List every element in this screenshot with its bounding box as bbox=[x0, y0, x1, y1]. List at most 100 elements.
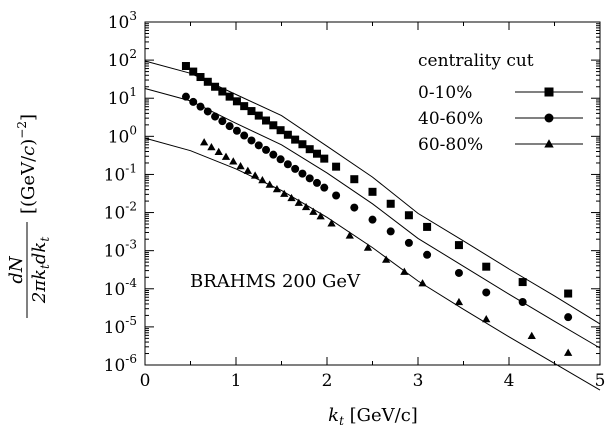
data-point bbox=[564, 289, 573, 298]
data-point bbox=[218, 87, 227, 96]
data-point bbox=[232, 97, 241, 106]
data-point bbox=[247, 136, 256, 145]
y-label-unit-end: ] bbox=[18, 114, 39, 121]
data-point bbox=[454, 297, 464, 306]
data-point bbox=[240, 102, 249, 111]
y-axis-label: dN 2πktdkt [(GeV/c)−2] bbox=[6, 114, 52, 318]
data-point bbox=[291, 135, 300, 144]
y-tick-exponent: -1 bbox=[125, 161, 137, 175]
x-label-sub: t bbox=[339, 414, 344, 428]
legend-title: centrality cut bbox=[418, 51, 534, 71]
data-point bbox=[218, 117, 227, 126]
x-tick-label: 3 bbox=[413, 371, 424, 391]
data-point bbox=[236, 162, 245, 170]
data-point bbox=[298, 169, 307, 178]
data-point bbox=[320, 154, 329, 163]
x-label-unit: [GeV/c] bbox=[344, 405, 418, 426]
data-point bbox=[262, 145, 271, 154]
legend-entries: 0-10% 40-60% 60-80% bbox=[418, 83, 583, 155]
data-point bbox=[363, 243, 373, 251]
data-point bbox=[312, 178, 321, 187]
data-point bbox=[254, 111, 263, 120]
y-tick-label: 10-3 bbox=[104, 238, 137, 262]
legend-marker bbox=[544, 87, 554, 97]
data-point bbox=[232, 126, 241, 135]
data-point bbox=[287, 193, 296, 202]
data-point bbox=[240, 131, 249, 140]
data-point bbox=[247, 107, 256, 116]
legend-marker bbox=[544, 139, 554, 148]
data-point bbox=[305, 174, 314, 183]
data-point bbox=[221, 152, 231, 160]
data-point bbox=[280, 189, 289, 197]
y-tick-base: 10 bbox=[104, 165, 126, 185]
y-tick-exponent: 3 bbox=[129, 9, 137, 23]
svg-text:2πktdkt: 2πktdkt bbox=[29, 237, 52, 304]
y-tick-exponent: -3 bbox=[125, 238, 137, 252]
y-tick-exponent: 2 bbox=[129, 47, 137, 61]
y-tick-label: 103 bbox=[108, 9, 137, 33]
data-point bbox=[386, 199, 395, 208]
data-point bbox=[404, 238, 413, 247]
data-point bbox=[320, 183, 329, 192]
data-point bbox=[350, 175, 359, 184]
x-tick-label: 1 bbox=[231, 371, 242, 391]
data-point bbox=[482, 288, 491, 297]
y-tick-base: 10 bbox=[108, 89, 130, 109]
data-point bbox=[225, 122, 234, 131]
x-axis-label: kt [GeV/c] bbox=[328, 405, 418, 428]
legend-label: 40-60% bbox=[418, 109, 483, 129]
svg-text:dN: dN bbox=[6, 255, 27, 284]
data-point bbox=[211, 112, 220, 121]
data-point bbox=[214, 147, 223, 156]
plot-area: 0 1 2 3 4 510-610-510-410-310-210-11001011021… bbox=[104, 9, 606, 391]
data-point bbox=[400, 267, 409, 275]
data-point bbox=[518, 297, 527, 306]
data-point bbox=[211, 82, 220, 91]
y-tick-label: 10-4 bbox=[104, 276, 138, 300]
x-label-main: k bbox=[328, 405, 339, 426]
y-label-unit-close: ) bbox=[18, 139, 39, 146]
y-label-unit-open: [(GeV/ bbox=[18, 155, 39, 214]
data-point bbox=[181, 62, 190, 71]
data-point bbox=[258, 175, 267, 184]
y-tick-label: 102 bbox=[108, 47, 137, 71]
data-point bbox=[527, 331, 536, 340]
data-point bbox=[269, 150, 278, 159]
y-tick-exponent: -2 bbox=[125, 200, 137, 214]
data-point bbox=[350, 203, 359, 212]
x-tick-label: 4 bbox=[504, 371, 515, 391]
data-point bbox=[309, 207, 318, 215]
data-point bbox=[203, 77, 212, 86]
fit-curve-0-10% bbox=[144, 60, 601, 325]
data-point bbox=[316, 212, 325, 220]
data-point bbox=[423, 250, 432, 259]
data-point bbox=[386, 227, 395, 236]
legend-label: 60-80% bbox=[418, 135, 483, 155]
y-label-unit-exp: −2 bbox=[15, 121, 29, 139]
data-point bbox=[423, 222, 432, 231]
data-point bbox=[283, 160, 292, 169]
data-point bbox=[298, 140, 307, 149]
legend-marker bbox=[544, 113, 554, 123]
data-point bbox=[200, 138, 209, 146]
y-label-numerator: dN bbox=[6, 255, 27, 284]
data-point bbox=[283, 130, 292, 139]
data-point bbox=[301, 202, 311, 211]
y-tick-label: 101 bbox=[108, 85, 137, 109]
y-tick-base: 10 bbox=[104, 280, 126, 300]
data-point bbox=[250, 171, 260, 179]
y-tick-label: 10-1 bbox=[104, 161, 137, 185]
data-point bbox=[305, 145, 314, 154]
data-point bbox=[243, 166, 252, 174]
data-point bbox=[262, 116, 271, 125]
y-label-unit-c: c bbox=[18, 146, 39, 156]
y-label-denominator: 2πk bbox=[29, 269, 50, 304]
data-point bbox=[518, 278, 527, 287]
chart-annotation: BRAHMS 200 GeV bbox=[190, 271, 361, 292]
data-point bbox=[482, 262, 491, 271]
data-point bbox=[196, 102, 205, 111]
y-tick-exponent: -4 bbox=[125, 276, 137, 290]
data-point bbox=[291, 164, 300, 173]
